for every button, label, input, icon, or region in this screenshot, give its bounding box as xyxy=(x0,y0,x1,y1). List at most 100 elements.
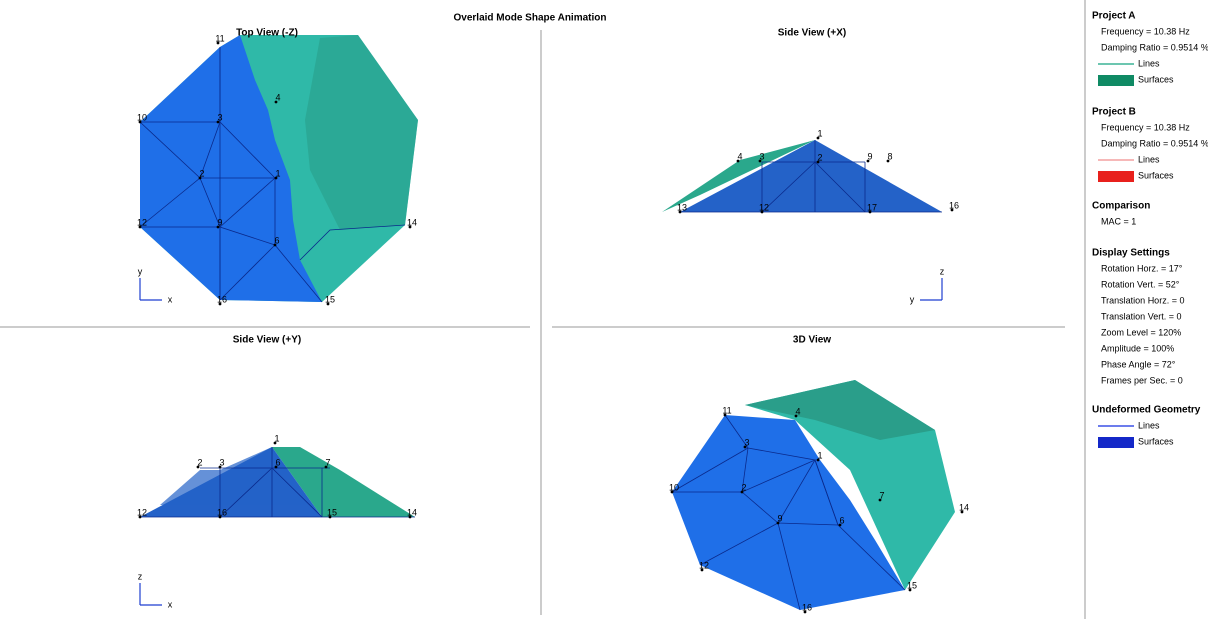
legend-label: Surfaces xyxy=(1138,436,1174,446)
sidebar-item: Rotation Vert. = 52° xyxy=(1101,279,1180,289)
node-label: 16 xyxy=(949,200,959,210)
node-label: 12 xyxy=(137,507,147,517)
node-label: 12 xyxy=(759,202,769,212)
node-label: 6 xyxy=(274,235,279,245)
sidebar-item: Phase Angle = 72° xyxy=(1101,359,1176,369)
node-label: 13 xyxy=(677,202,687,212)
node-label: 2 xyxy=(817,152,822,162)
node-point xyxy=(216,41,220,45)
node-point xyxy=(886,159,890,163)
legend-surface xyxy=(1098,171,1134,182)
node-label: 12 xyxy=(137,217,147,227)
node-point xyxy=(274,100,278,104)
node-label: 3 xyxy=(744,437,749,447)
sidebar-item: Damping Ratio = 0.9514 % xyxy=(1101,138,1208,148)
node-point xyxy=(950,208,954,212)
node-label: 2 xyxy=(741,482,746,492)
legend-label: Lines xyxy=(1138,58,1160,68)
sidebar-item: MAC = 1 xyxy=(1101,216,1136,226)
3d-view-model xyxy=(671,380,955,611)
node-point xyxy=(138,515,142,519)
node-label: 16 xyxy=(802,602,812,612)
node-point xyxy=(723,413,727,417)
node-label: 15 xyxy=(325,294,335,304)
sidebar-item: Frequency = 10.38 Hz xyxy=(1101,26,1190,36)
node-point xyxy=(408,515,412,519)
sidebar-item: Zoom Level = 120% xyxy=(1101,327,1181,337)
node-label: 14 xyxy=(407,217,417,227)
node-point xyxy=(326,302,330,306)
node-point xyxy=(776,521,780,525)
top-view-model xyxy=(139,35,418,303)
node-label: 1 xyxy=(274,433,279,443)
node-point xyxy=(196,465,200,469)
axis-label: x xyxy=(168,294,173,304)
sidebar-heading: Comparison xyxy=(1092,201,1150,212)
node-label: 16 xyxy=(217,507,227,517)
node-point xyxy=(700,568,704,572)
node-label: 1 xyxy=(817,128,822,138)
sidebar-heading: Project B xyxy=(1092,107,1136,118)
sidebar-item: Rotation Horz. = 17° xyxy=(1101,263,1183,273)
node-point xyxy=(273,441,277,445)
axis-label: y xyxy=(910,294,915,304)
node-label: 15 xyxy=(907,580,917,590)
node-point xyxy=(408,225,412,229)
sidebar-item: Damping Ratio = 0.9514 % xyxy=(1101,42,1208,52)
node-point xyxy=(678,210,682,214)
node-point xyxy=(960,510,964,514)
node-label: 14 xyxy=(407,507,417,517)
sidebar-item: Frames per Sec. = 0 xyxy=(1101,375,1183,385)
node-label: 9 xyxy=(777,513,782,523)
node-label: 9 xyxy=(867,151,872,161)
node-point xyxy=(758,159,762,163)
sidebar-item: Translation Horz. = 0 xyxy=(1101,295,1184,305)
node-label: 9 xyxy=(217,217,222,227)
sidebar-item: Translation Vert. = 0 xyxy=(1101,311,1181,321)
node-point xyxy=(866,159,870,163)
axis-label: z xyxy=(138,571,143,581)
node-point xyxy=(138,225,142,229)
node-point xyxy=(198,176,202,180)
legend-label: Lines xyxy=(1138,154,1160,164)
node-point xyxy=(743,445,747,449)
view-title: 3D View xyxy=(793,335,831,346)
node-point xyxy=(328,515,332,519)
node-point xyxy=(736,159,740,163)
sidebar-item: Amplitude = 100% xyxy=(1101,343,1174,353)
node-point xyxy=(218,515,222,519)
node-label: 1 xyxy=(275,168,280,178)
node-point xyxy=(218,465,222,469)
sidebar-heading: Project A xyxy=(1092,11,1136,22)
node-point xyxy=(868,210,872,214)
side-x-model xyxy=(662,140,942,213)
node-label: 3 xyxy=(759,151,764,161)
dividers xyxy=(0,0,1086,619)
node-label: 4 xyxy=(275,92,280,102)
axis-label: z xyxy=(940,266,945,276)
node-label: 7 xyxy=(325,457,330,467)
node-label: 10 xyxy=(137,112,147,122)
sidebar-heading: Undeformed Geometry xyxy=(1092,405,1201,416)
node-point xyxy=(803,610,807,614)
node-label: 6 xyxy=(839,515,844,525)
node-label: 3 xyxy=(217,112,222,122)
node-label: 6 xyxy=(275,457,280,467)
node-point xyxy=(760,210,764,214)
view-title: Top View (-Z) xyxy=(236,28,298,39)
node-label: 4 xyxy=(737,151,742,161)
node-label: 17 xyxy=(867,202,877,212)
legend-label: Surfaces xyxy=(1138,170,1174,180)
node-label: 11 xyxy=(215,33,224,43)
node-point xyxy=(216,120,220,124)
axis-label: y xyxy=(138,266,143,276)
legend-label: Lines xyxy=(1138,420,1160,430)
legend-label: Surfaces xyxy=(1138,74,1174,84)
node-point xyxy=(274,176,278,180)
node-label: 10 xyxy=(669,482,679,492)
node-label: 12 xyxy=(699,560,709,570)
node-label: 2 xyxy=(197,457,202,467)
node-point xyxy=(816,160,820,164)
node-point xyxy=(274,465,278,469)
